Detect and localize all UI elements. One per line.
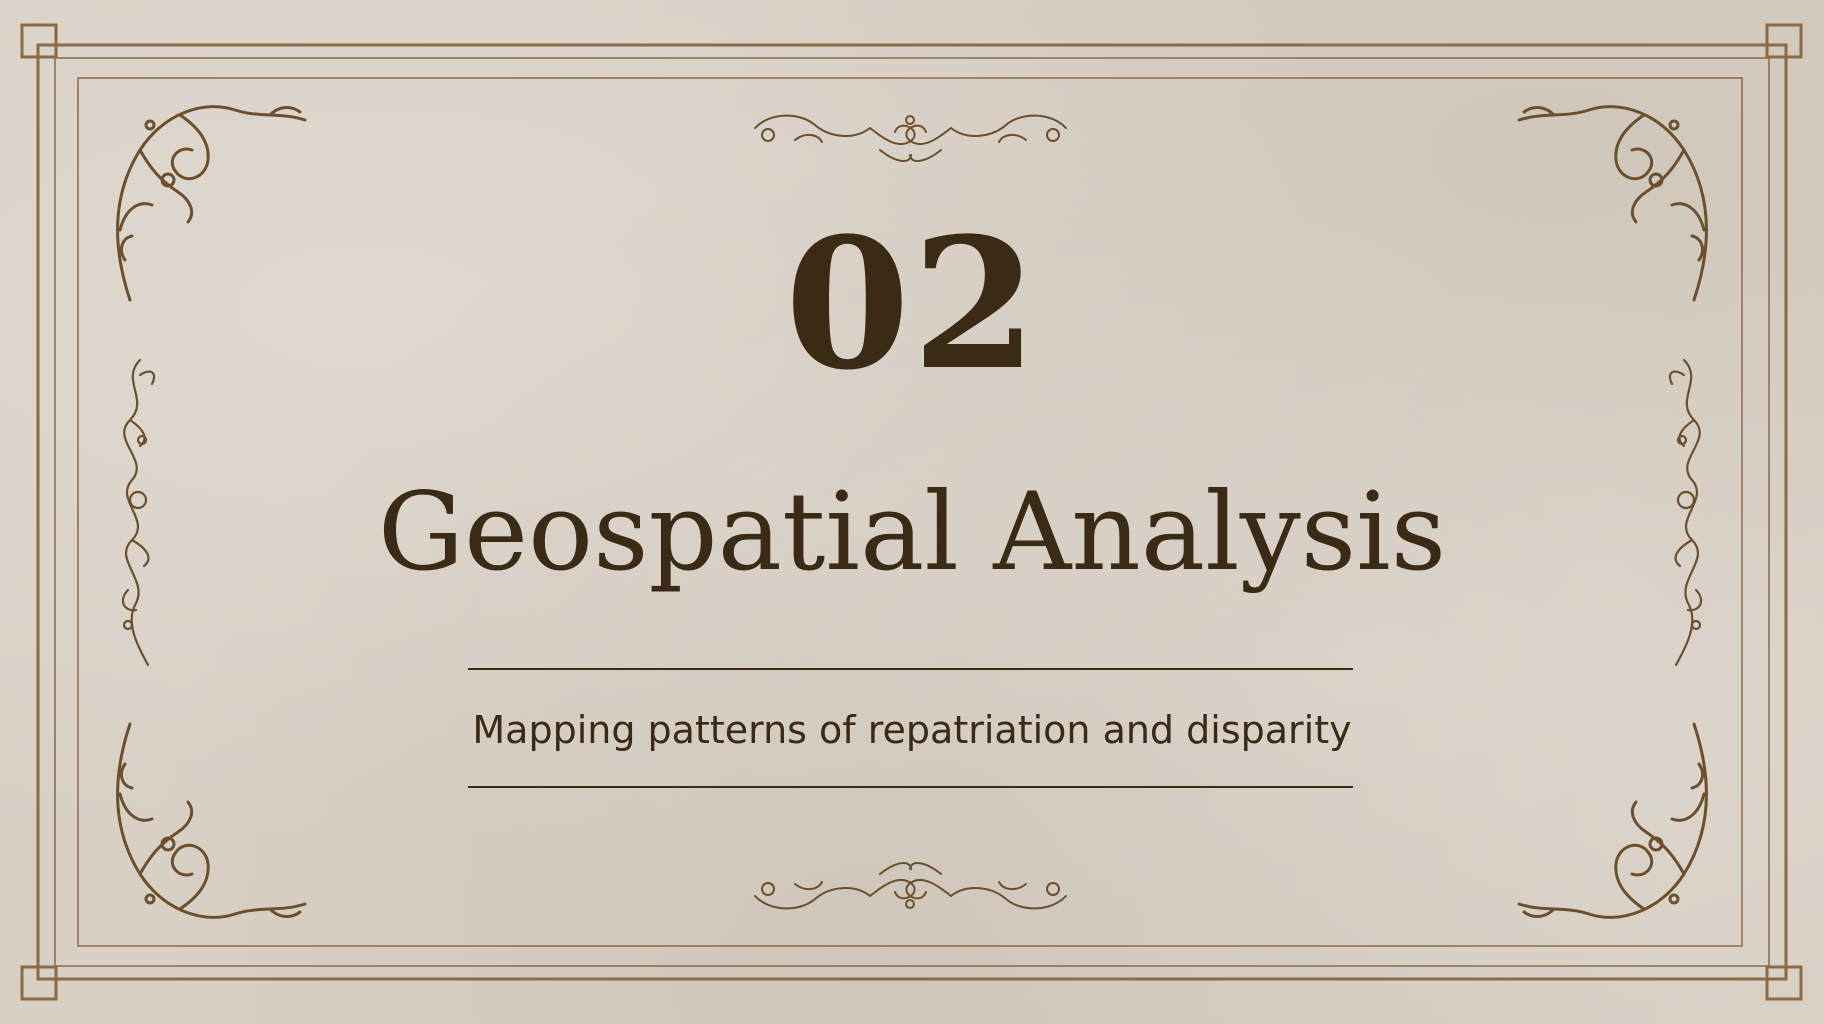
- center-scroll-icon-bottom: [754, 861, 1067, 910]
- section-title: Geospatial Analysis: [377, 470, 1447, 595]
- section-subtitle: Mapping patterns of repatriation and dis…: [472, 708, 1352, 752]
- section-number: 02: [784, 199, 1040, 410]
- center-scroll-icon-top: [754, 114, 1067, 163]
